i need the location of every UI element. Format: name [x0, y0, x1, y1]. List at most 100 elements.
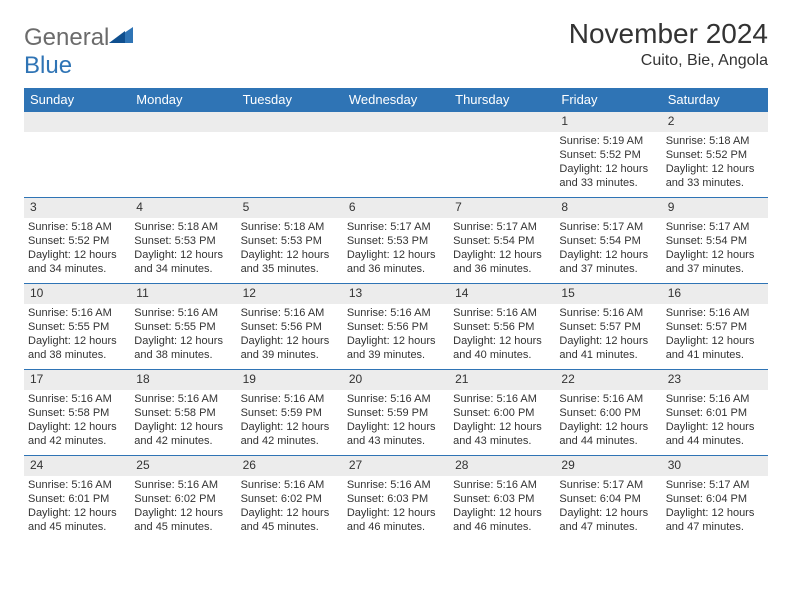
sunset-text: Sunset: 6:01 PM [666, 406, 764, 420]
daylight-text: Daylight: 12 hours and 41 minutes. [559, 334, 657, 363]
header: General Blue November 2024 Cuito, Bie, A… [24, 18, 768, 80]
day-cell: 9Sunrise: 5:17 AMSunset: 5:54 PMDaylight… [662, 198, 768, 284]
day-number: 6 [343, 198, 449, 218]
day-cell: 3Sunrise: 5:18 AMSunset: 5:52 PMDaylight… [24, 198, 130, 284]
sunrise-text: Sunrise: 5:17 AM [666, 220, 764, 234]
day-cell: 17Sunrise: 5:16 AMSunset: 5:58 PMDayligh… [24, 370, 130, 456]
sunset-text: Sunset: 5:58 PM [134, 406, 232, 420]
sunrise-text: Sunrise: 5:17 AM [559, 478, 657, 492]
day-number: 17 [24, 370, 130, 390]
day-cell: 16Sunrise: 5:16 AMSunset: 5:57 PMDayligh… [662, 284, 768, 370]
day-cell: 22Sunrise: 5:16 AMSunset: 6:00 PMDayligh… [555, 370, 661, 456]
day-number: 12 [237, 284, 343, 304]
day-cell: 4Sunrise: 5:18 AMSunset: 5:53 PMDaylight… [130, 198, 236, 284]
day-number: 14 [449, 284, 555, 304]
sunset-text: Sunset: 5:53 PM [241, 234, 339, 248]
sunset-text: Sunset: 5:56 PM [347, 320, 445, 334]
day-cell: 27Sunrise: 5:16 AMSunset: 6:03 PMDayligh… [343, 456, 449, 542]
day-number: 2 [662, 112, 768, 132]
calendar-table: Sunday Monday Tuesday Wednesday Thursday… [24, 88, 768, 542]
sunset-text: Sunset: 5:54 PM [666, 234, 764, 248]
month-title: November 2024 [569, 18, 768, 50]
daylight-text: Daylight: 12 hours and 45 minutes. [241, 506, 339, 535]
sunrise-text: Sunrise: 5:16 AM [666, 306, 764, 320]
daylight-text: Daylight: 12 hours and 39 minutes. [241, 334, 339, 363]
sunset-text: Sunset: 6:02 PM [241, 492, 339, 506]
daylight-text: Daylight: 12 hours and 46 minutes. [347, 506, 445, 535]
daylight-text: Daylight: 12 hours and 47 minutes. [559, 506, 657, 535]
sunrise-text: Sunrise: 5:16 AM [28, 478, 126, 492]
day-header: Sunday [24, 88, 130, 112]
day-header: Saturday [662, 88, 768, 112]
day-cell: 18Sunrise: 5:16 AMSunset: 5:58 PMDayligh… [130, 370, 236, 456]
sunrise-text: Sunrise: 5:16 AM [347, 478, 445, 492]
daylight-text: Daylight: 12 hours and 36 minutes. [347, 248, 445, 277]
day-number: 22 [555, 370, 661, 390]
day-cell: 11Sunrise: 5:16 AMSunset: 5:55 PMDayligh… [130, 284, 236, 370]
day-header: Wednesday [343, 88, 449, 112]
day-cell [24, 112, 130, 198]
location: Cuito, Bie, Angola [569, 52, 768, 70]
day-header: Friday [555, 88, 661, 112]
sunset-text: Sunset: 6:04 PM [666, 492, 764, 506]
sunrise-text: Sunrise: 5:16 AM [347, 306, 445, 320]
daylight-text: Daylight: 12 hours and 35 minutes. [241, 248, 339, 277]
sunset-text: Sunset: 5:52 PM [666, 148, 764, 162]
day-number: 30 [662, 456, 768, 476]
day-header: Tuesday [237, 88, 343, 112]
daylight-text: Daylight: 12 hours and 46 minutes. [453, 506, 551, 535]
day-cell: 15Sunrise: 5:16 AMSunset: 5:57 PMDayligh… [555, 284, 661, 370]
sunset-text: Sunset: 5:54 PM [453, 234, 551, 248]
sunset-text: Sunset: 5:52 PM [559, 148, 657, 162]
sunrise-text: Sunrise: 5:16 AM [134, 392, 232, 406]
day-number: 13 [343, 284, 449, 304]
sunrise-text: Sunrise: 5:19 AM [559, 134, 657, 148]
title-block: November 2024 Cuito, Bie, Angola [569, 18, 768, 70]
day-cell [343, 112, 449, 198]
logo-mark-icon [109, 25, 135, 45]
day-cell [449, 112, 555, 198]
daylight-text: Daylight: 12 hours and 43 minutes. [453, 420, 551, 449]
sunset-text: Sunset: 5:55 PM [134, 320, 232, 334]
sunrise-text: Sunrise: 5:16 AM [559, 306, 657, 320]
day-number: 28 [449, 456, 555, 476]
day-cell: 20Sunrise: 5:16 AMSunset: 5:59 PMDayligh… [343, 370, 449, 456]
day-cell: 6Sunrise: 5:17 AMSunset: 5:53 PMDaylight… [343, 198, 449, 284]
sunset-text: Sunset: 5:57 PM [559, 320, 657, 334]
sunset-text: Sunset: 5:53 PM [347, 234, 445, 248]
sunrise-text: Sunrise: 5:16 AM [453, 392, 551, 406]
day-number-bar [130, 112, 236, 132]
day-number: 10 [24, 284, 130, 304]
day-cell: 28Sunrise: 5:16 AMSunset: 6:03 PMDayligh… [449, 456, 555, 542]
day-cell: 30Sunrise: 5:17 AMSunset: 6:04 PMDayligh… [662, 456, 768, 542]
day-number-bar [343, 112, 449, 132]
day-header: Monday [130, 88, 236, 112]
day-number: 1 [555, 112, 661, 132]
daylight-text: Daylight: 12 hours and 43 minutes. [347, 420, 445, 449]
day-number: 9 [662, 198, 768, 218]
day-number: 5 [237, 198, 343, 218]
sunset-text: Sunset: 6:01 PM [28, 492, 126, 506]
daylight-text: Daylight: 12 hours and 33 minutes. [666, 162, 764, 191]
day-number: 24 [24, 456, 130, 476]
sunset-text: Sunset: 5:58 PM [28, 406, 126, 420]
day-number: 19 [237, 370, 343, 390]
sunrise-text: Sunrise: 5:16 AM [241, 478, 339, 492]
day-cell [130, 112, 236, 198]
sunrise-text: Sunrise: 5:16 AM [134, 478, 232, 492]
sunrise-text: Sunrise: 5:17 AM [453, 220, 551, 234]
day-cell: 23Sunrise: 5:16 AMSunset: 6:01 PMDayligh… [662, 370, 768, 456]
week-row: 17Sunrise: 5:16 AMSunset: 5:58 PMDayligh… [24, 370, 768, 456]
sunset-text: Sunset: 6:00 PM [453, 406, 551, 420]
daylight-text: Daylight: 12 hours and 44 minutes. [666, 420, 764, 449]
day-cell: 26Sunrise: 5:16 AMSunset: 6:02 PMDayligh… [237, 456, 343, 542]
day-number: 25 [130, 456, 236, 476]
day-number-bar [237, 112, 343, 132]
sunset-text: Sunset: 5:55 PM [28, 320, 126, 334]
sunset-text: Sunset: 5:52 PM [28, 234, 126, 248]
day-number: 18 [130, 370, 236, 390]
daylight-text: Daylight: 12 hours and 47 minutes. [666, 506, 764, 535]
day-cell: 2Sunrise: 5:18 AMSunset: 5:52 PMDaylight… [662, 112, 768, 198]
day-cell: 13Sunrise: 5:16 AMSunset: 5:56 PMDayligh… [343, 284, 449, 370]
day-cell: 5Sunrise: 5:18 AMSunset: 5:53 PMDaylight… [237, 198, 343, 284]
